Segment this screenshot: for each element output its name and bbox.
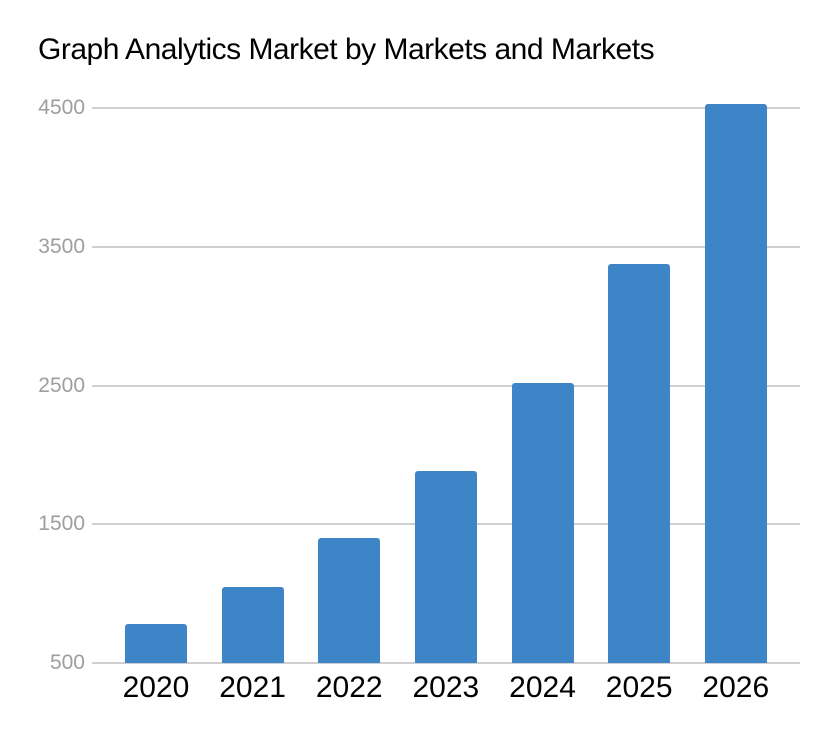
gridline-4500 [92,107,800,110]
x-tick-label-2026: 2026 [702,671,770,704]
y-tick-label-1500: 1500 [38,512,85,536]
plot-area [92,80,800,664]
x-tick-label-2025: 2025 [605,671,673,704]
bar-2024[interactable] [511,382,574,663]
y-tick-label-3500: 3500 [38,235,85,259]
chart-title: Graph Analytics Market by Markets and Ma… [38,33,655,66]
gridline-3500 [92,246,800,249]
gridline-2500 [92,384,800,387]
bar-2025[interactable] [608,263,671,663]
x-tick-label-2020: 2020 [122,671,190,704]
y-tick-label-4500: 4500 [38,96,85,120]
x-axis: 2020 2021 2022 2023 2024 2025 2026 [0,671,836,711]
bar-2020[interactable] [125,623,187,663]
x-tick-label-2021: 2021 [219,671,286,704]
x-tick-label-2024: 2024 [509,671,576,704]
gridline-500 [92,662,800,664]
bar-2026[interactable] [704,104,767,663]
x-tick-label-2022: 2022 [315,671,383,704]
y-tick-label-500: 500 [49,651,85,674]
x-tick-label-2023: 2023 [412,671,480,704]
y-axis: 500 1500 2500 3500 4500 [0,80,85,674]
y-tick-label-2500: 2500 [38,373,85,397]
bar-2022[interactable] [318,537,381,663]
bar-2021[interactable] [221,587,284,663]
bar-2023[interactable] [414,471,477,663]
